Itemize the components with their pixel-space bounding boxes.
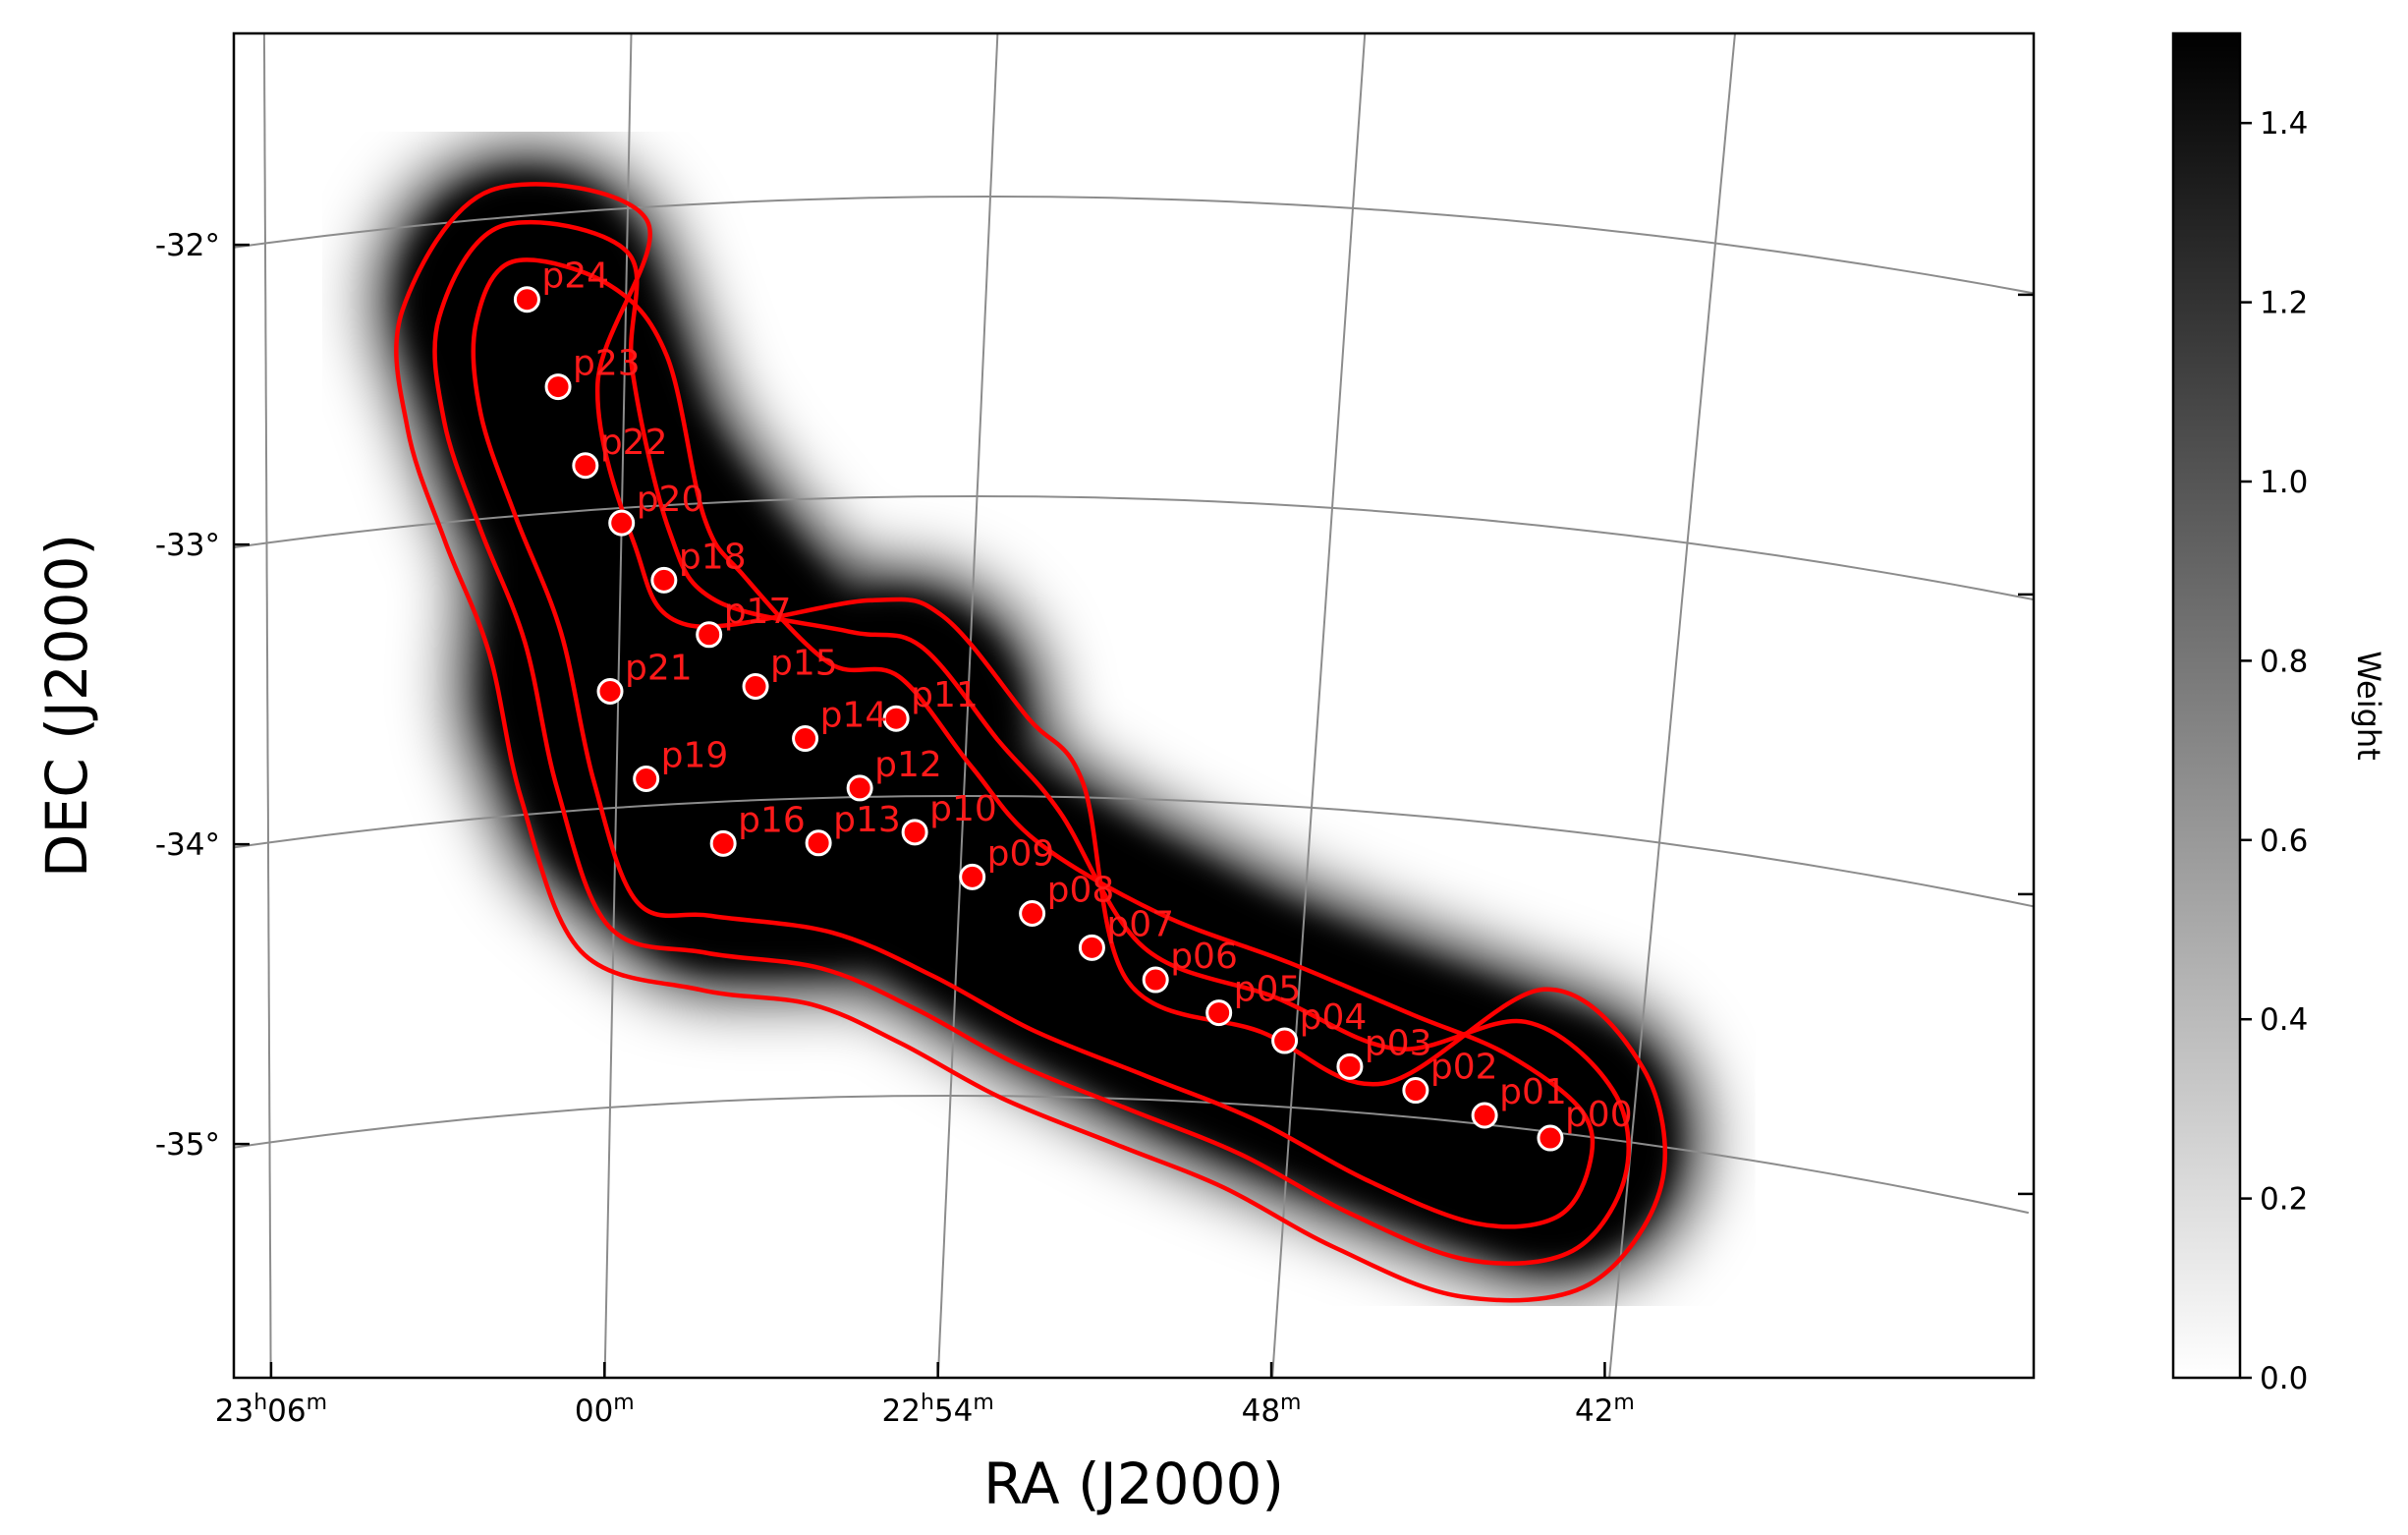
coordinate-grid — [234, 33, 2034, 1378]
y-tick-label-3: -35° — [155, 1127, 220, 1163]
x-tick-label-0: 23h06m — [215, 1391, 327, 1429]
pointing-label-p21: p21 — [625, 648, 693, 688]
pointing-marker-p00 — [1537, 1124, 1564, 1152]
colorbar-tick-label-5: 1.0 — [2260, 465, 2308, 500]
pointing-marker-p20 — [608, 509, 636, 537]
ra-gridline-4 — [1608, 33, 1736, 1378]
colorbar-tick-label-0: 0.0 — [2260, 1361, 2308, 1396]
pointing-label-p24: p24 — [541, 256, 609, 297]
colorbar-tick-label-4: 0.8 — [2260, 644, 2308, 679]
pointing-label-p22: p22 — [600, 423, 668, 463]
pointing-marker-p19 — [633, 765, 660, 792]
x-tick-label-3: 48m — [1242, 1391, 1302, 1429]
pointing-label-p17: p17 — [724, 592, 792, 632]
colorbar-gradient — [2171, 31, 2242, 1380]
pointing-label-p09: p09 — [987, 833, 1055, 874]
ra-gridline-2 — [936, 33, 999, 1378]
pointing-label-p12: p12 — [874, 745, 942, 785]
pointing-marker-p08 — [1019, 899, 1046, 927]
pointing-label-p16: p16 — [738, 800, 806, 840]
pointing-marker-p14 — [792, 725, 819, 753]
colorbar-ticks: 0.0 0.2 0.4 0.6 0.8 1.0 1.2 1.4 — [2240, 106, 2308, 1396]
pointing-marker-p09 — [959, 863, 986, 890]
pointing-label-p07: p07 — [1106, 904, 1174, 944]
x-tick-label-4: 42m — [1575, 1391, 1635, 1429]
pointing-label-p00: p00 — [1565, 1095, 1633, 1135]
dec-gridline-0 — [234, 195, 2034, 295]
colorbar-tick-label-7: 1.4 — [2260, 106, 2308, 142]
pointing-label-p03: p03 — [1365, 1023, 1432, 1063]
y-tick-label-2: -34° — [155, 827, 220, 863]
contour-level-0.1 — [394, 182, 1667, 1303]
dec-gridline-3 — [234, 1094, 2030, 1215]
axis-ticks: -32° -33° -34° -35° 23h06m 00m 22h54m 48m 42m — [155, 228, 2034, 1429]
pointing-markers — [513, 286, 1564, 1152]
y-axis-label: DEC (J2000) — [33, 534, 100, 878]
pointing-marker-p11 — [882, 705, 910, 732]
pointing-marker-p07 — [1078, 934, 1105, 961]
colorbar-tick-label-3: 0.6 — [2260, 824, 2308, 859]
dec-gridline-2 — [234, 794, 2034, 908]
pointing-marker-p01 — [1471, 1102, 1498, 1129]
pointing-marker-p17 — [696, 621, 723, 649]
x-tick-label-1: 00m — [575, 1391, 635, 1429]
pointing-marker-p04 — [1271, 1027, 1299, 1054]
colorbar: 0.0 0.2 0.4 0.6 0.8 1.0 1.2 1.4 Weight — [2171, 31, 2387, 1396]
pointing-label-p14: p14 — [820, 696, 888, 736]
dec-gridline-1 — [234, 494, 2034, 601]
pointing-label-p11: p11 — [911, 675, 979, 715]
pointing-label-p15: p15 — [770, 643, 838, 683]
y-tick-label-0: -32° — [155, 228, 220, 263]
pointing-marker-p03 — [1336, 1052, 1364, 1080]
weight-contours — [394, 182, 1667, 1303]
pointing-marker-p21 — [596, 677, 624, 705]
pointing-label-p08: p08 — [1047, 870, 1115, 910]
ra-gridline-0 — [262, 33, 272, 1378]
pointing-marker-p22 — [572, 452, 599, 480]
contour-level-0.3 — [432, 219, 1631, 1266]
pointing-label-p01: p01 — [1499, 1072, 1567, 1112]
colorbar-tick-label-6: 1.2 — [2260, 286, 2308, 321]
pointing-marker-p05 — [1205, 999, 1233, 1027]
x-axis-label: RA (J2000) — [983, 1450, 1284, 1517]
pointing-marker-p23 — [544, 373, 572, 401]
contour-level-0.5 — [471, 257, 1596, 1229]
pointing-marker-p13 — [805, 829, 832, 857]
pointing-marker-p02 — [1402, 1077, 1429, 1105]
pointing-label-p10: p10 — [929, 789, 997, 829]
pointing-marker-p06 — [1142, 966, 1169, 994]
pointing-marker-p24 — [513, 286, 540, 313]
pointing-marker-p16 — [709, 829, 737, 857]
ra-gridline-1 — [603, 33, 633, 1378]
pointing-label-p23: p23 — [573, 344, 641, 384]
colorbar-tick-label-2: 0.4 — [2260, 1002, 2308, 1038]
pointing-label-p18: p18 — [679, 537, 747, 577]
pointing-label-p05: p05 — [1234, 970, 1302, 1010]
pointing-label-p06: p06 — [1170, 937, 1238, 977]
colorbar-label: Weight — [2350, 651, 2387, 760]
colorbar-tick-label-1: 0.2 — [2260, 1182, 2308, 1218]
y-tick-label-1: -33° — [155, 528, 220, 563]
pointing-marker-p10 — [901, 819, 928, 846]
pointing-label-p13: p13 — [833, 800, 901, 840]
x-tick-label-2: 22h54m — [882, 1391, 994, 1429]
pointing-marker-p12 — [846, 774, 873, 802]
pointing-label-p19: p19 — [661, 735, 729, 775]
pointing-label-p04: p04 — [1300, 997, 1368, 1038]
pointing-marker-p18 — [650, 566, 678, 594]
ra-gridline-3 — [1271, 33, 1367, 1378]
pointing-label-p02: p02 — [1430, 1048, 1498, 1088]
pointing-label-p20: p20 — [637, 480, 704, 520]
plot-frame — [232, 31, 2036, 1380]
pointing-marker-p15 — [742, 672, 769, 700]
